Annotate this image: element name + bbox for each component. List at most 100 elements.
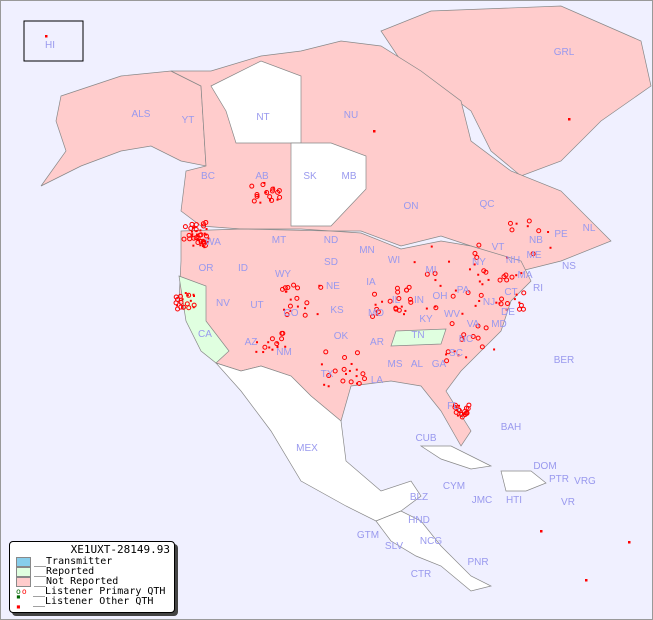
primary-qth-marker (497, 277, 503, 283)
primary-qth-marker (507, 220, 513, 226)
primary-qth-marker (193, 222, 199, 228)
region-label-nm: NM (276, 347, 292, 358)
primary-qth-marker (449, 321, 455, 327)
other-qth-marker (350, 362, 353, 365)
primary-qth-marker (200, 221, 206, 227)
region-label-ber: BER (554, 355, 575, 366)
primary-qth-marker (463, 410, 469, 416)
region-label-nu: NU (344, 110, 358, 121)
other-qth-marker (199, 244, 202, 247)
primary-qth-marker (181, 236, 187, 242)
legend-label: __Listener Primary QTH (33, 586, 166, 597)
legend-transmitter: __Transmitter (10, 557, 174, 567)
other-qth-marker (515, 274, 518, 277)
region-label-blz: BLZ (410, 492, 428, 503)
primary-qth-marker (277, 194, 283, 200)
region-label-grl: GRL (554, 47, 575, 58)
cuba-region (419, 445, 493, 470)
region-label-jmc: JMC (472, 495, 493, 506)
other-qth-marker (256, 341, 259, 344)
other-qth-marker (547, 231, 550, 234)
region-label-on: ON (404, 201, 419, 212)
primary-qth-marker (444, 358, 450, 364)
region-label-mt: MT (272, 235, 286, 246)
legend-label: __Listener Other QTH (33, 596, 154, 607)
hispaniola-region (500, 470, 547, 492)
other-qth-marker (473, 263, 476, 266)
not-reported-swatch (16, 577, 31, 587)
region-label-bc: BC (201, 171, 215, 182)
other-qth-marker (425, 307, 428, 310)
other-qth-marker (540, 530, 543, 533)
other-qth-marker (457, 354, 460, 357)
other-qth-marker (478, 299, 481, 302)
region-label-nd: ND (324, 235, 338, 246)
other-qth-marker (474, 304, 477, 307)
primary-qth-marker (191, 235, 197, 241)
other-qth-marker (448, 260, 451, 263)
other-qth-marker (487, 278, 490, 281)
primary-qth-marker (198, 239, 204, 245)
region-label-tx: TX (321, 369, 334, 380)
region-label-gtm: GTM (357, 530, 379, 541)
primary-qth-marker (424, 271, 430, 277)
region-label-mn: MN (359, 245, 375, 256)
other-qth-marker (465, 356, 468, 359)
region-label-sc: SC (449, 348, 463, 359)
primary-qth-marker (279, 336, 285, 342)
primary-qth-marker (501, 274, 507, 280)
other-qth-marker (505, 308, 508, 311)
primary-qth-marker (530, 251, 536, 257)
primary-qth-marker (520, 306, 526, 312)
primary-qth-marker (432, 270, 438, 276)
region-label-pnr: PNR (467, 557, 488, 568)
other-qth-marker (526, 225, 529, 228)
other-qth-marker (477, 273, 480, 276)
other-qth-marker (327, 385, 330, 388)
primary-qth-marker (407, 296, 413, 302)
other-qth-marker (515, 293, 518, 296)
primary-qth-marker (536, 228, 542, 234)
other-qth-marker (456, 414, 459, 417)
primary-qth-marker (251, 198, 257, 204)
primary-qth-marker (287, 303, 293, 309)
primary-qth-marker (479, 344, 485, 350)
primary-qth-marker (323, 349, 329, 355)
primary-qth-marker (476, 242, 482, 248)
primary-qth-marker (295, 285, 301, 291)
region-label-wi: WI (388, 255, 400, 266)
primary-qth-marker (203, 219, 209, 225)
other-qth-marker (207, 240, 210, 243)
primary-qth-marker (186, 292, 192, 298)
primary-qth-marker (452, 404, 458, 410)
hawaii-inset (23, 20, 84, 62)
other-qth-marker (190, 230, 193, 233)
region-label-ar: AR (370, 337, 384, 348)
region-label-az: AZ (245, 337, 258, 348)
region-label-hnd: HND (408, 515, 430, 526)
other-qth-marker (276, 198, 279, 201)
other-qth-marker (195, 230, 198, 233)
primary-qth-marker (483, 325, 489, 331)
region-label-il: IL (392, 295, 401, 306)
primary-qth-marker (445, 349, 451, 355)
other-qth-marker (413, 261, 416, 264)
canada-white-sk-mb-region (290, 142, 367, 227)
other-qth-marker (205, 233, 208, 236)
region-label-oh: OH (433, 291, 448, 302)
other-qth-marker (454, 289, 457, 292)
other-qth-marker (262, 351, 265, 354)
other-qth-marker (259, 201, 262, 204)
primary-qth-marker (294, 295, 300, 301)
legend-other-qth: ▪ ▪ __Listener Other QTH (10, 592, 174, 611)
primary-qth-marker (285, 284, 291, 290)
primary-qth-marker (291, 282, 297, 288)
primary-qth-marker (387, 298, 393, 304)
region-label-yt: YT (182, 115, 195, 126)
region-label-ia: IA (366, 277, 376, 288)
other-qth-marker (478, 280, 481, 283)
region-label-nl: NL (583, 223, 596, 234)
region-label-ma: MA (518, 270, 533, 281)
